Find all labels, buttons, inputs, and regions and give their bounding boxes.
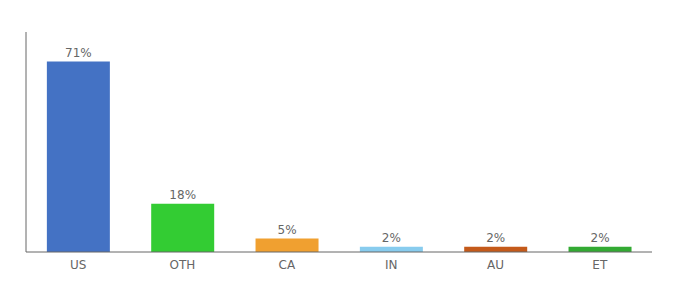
svg-text:5%: 5% [278,223,297,237]
svg-text:71%: 71% [65,46,92,60]
svg-text:2%: 2% [591,231,610,245]
svg-text:IN: IN [385,258,398,272]
svg-text:18%: 18% [169,188,196,202]
svg-text:CA: CA [279,258,296,272]
svg-text:AU: AU [487,258,504,272]
svg-text:2%: 2% [382,231,401,245]
svg-text:US: US [70,258,86,272]
svg-text:2%: 2% [486,231,505,245]
svg-text:ET: ET [592,258,608,272]
svg-text:OTH: OTH [170,258,196,272]
